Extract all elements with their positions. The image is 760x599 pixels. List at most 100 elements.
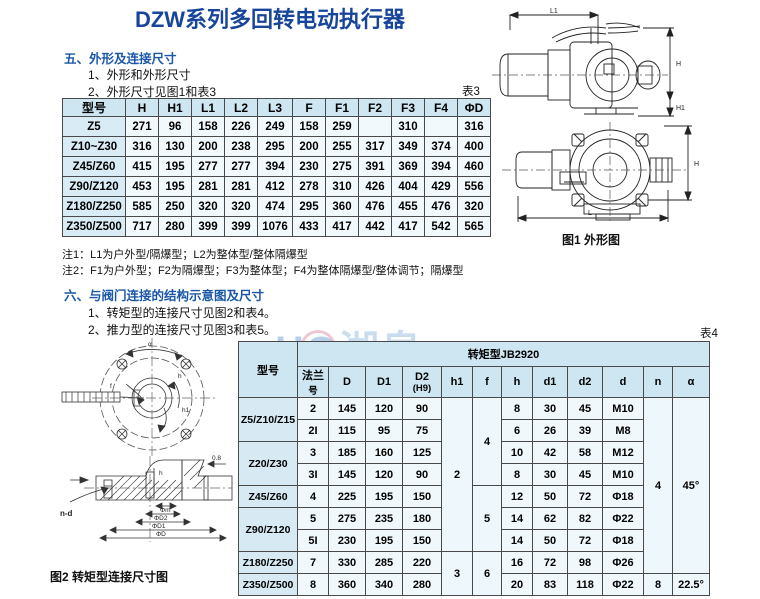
figure-1-drawing: L1 H H1 L H bbox=[488, 4, 756, 236]
table4-col-n: n bbox=[643, 366, 673, 398]
table3-cell: 433 bbox=[292, 216, 326, 237]
table3-cell: 391 bbox=[358, 156, 392, 177]
table4-cell-d1: 285 bbox=[365, 551, 403, 574]
table4-group-header-row: 型号 转矩型JB2920 bbox=[238, 341, 710, 398]
table3-row-model: Z180/Z250 bbox=[62, 196, 126, 217]
table-row: Z20/Z30 3 185 160 125 10 42 58 M12 bbox=[238, 441, 710, 486]
svg-text:H: H bbox=[676, 61, 681, 68]
table4-cell-flange: 2 bbox=[297, 397, 329, 420]
table4-cell-h: 20 bbox=[501, 573, 533, 596]
table3-cell: 281 bbox=[191, 176, 225, 197]
svg-text:h1: h1 bbox=[182, 407, 190, 414]
table4-cell-d: 225 bbox=[328, 485, 366, 508]
table4-cell-d: M10 bbox=[602, 463, 644, 486]
table3-cell: 455 bbox=[391, 196, 425, 217]
table4-col-: α bbox=[672, 366, 710, 398]
table4-cell-d1: 62 bbox=[532, 507, 568, 530]
table4-cell-d: 185 bbox=[328, 441, 366, 464]
table-row: Z45/Z60 4 225 195 150 5 12 50 72 Φ18 bbox=[238, 485, 710, 552]
table3-cell: 316 bbox=[125, 136, 159, 157]
table4-row-model: Z350/Z500 bbox=[238, 573, 298, 596]
table4-col-d1: D1 bbox=[365, 366, 403, 398]
table4-cell-d2: 58 bbox=[567, 441, 603, 464]
table3-cell: 369 bbox=[391, 156, 425, 177]
table3-cell: 474 bbox=[257, 196, 293, 217]
table4-cell-d1: 50 bbox=[532, 485, 568, 508]
table3-cell: 230 bbox=[292, 156, 326, 177]
table4-cell-flange: 3 bbox=[297, 441, 329, 464]
section-6-item-1: 1、转矩型的连接尺寸见图2和表4。 bbox=[88, 306, 277, 320]
table4-group-header: 转矩型JB2920 bbox=[297, 341, 710, 367]
table4-cell-d2: 150 bbox=[402, 529, 442, 552]
table4-cell-d2: 45 bbox=[567, 397, 603, 420]
table-row: Z350/Z500 717 280 399 399 1076 433 417 442 417 542… bbox=[62, 216, 491, 237]
table3-cell: 200 bbox=[191, 136, 225, 157]
table4-row-model: Z45/Z60 bbox=[238, 485, 298, 508]
svg-text:0.8: 0.8 bbox=[212, 455, 221, 462]
figure-2-caption: 图2 转矩型连接尺寸图 bbox=[50, 570, 169, 584]
table4-cell-d2: 82 bbox=[567, 507, 603, 530]
table3-cell: 316 bbox=[457, 116, 491, 137]
table3-cell: 565 bbox=[457, 216, 491, 237]
svg-text:ΦD: ΦD bbox=[156, 531, 166, 538]
table4-cell-alpha: 22.5° bbox=[672, 573, 710, 596]
table3-cell: 399 bbox=[224, 216, 258, 237]
table4-cell-flange: 7 bbox=[297, 551, 329, 574]
table4-cell-d2: 118 bbox=[567, 573, 603, 596]
table3-cell: 278 bbox=[292, 176, 326, 197]
svg-text:ΦD2: ΦD2 bbox=[154, 515, 168, 522]
table4-cell-d: Φ22 bbox=[602, 507, 644, 530]
table4-cell-d: 360 bbox=[328, 573, 366, 596]
table4-cell-d: 115 bbox=[328, 419, 366, 442]
table-row: Z10~Z30 316 130 200 238 295 200 255 317 349 374 400 bbox=[62, 136, 491, 157]
table4-cell-h: 6 bbox=[501, 419, 533, 442]
table3-cell: 585 bbox=[125, 196, 159, 217]
table3-cell bbox=[358, 116, 392, 137]
table4-cell-d1: 26 bbox=[532, 419, 568, 442]
table3-cell: 281 bbox=[224, 176, 258, 197]
table4-cell-d2: 180 bbox=[402, 507, 442, 530]
table4-cell-h: 14 bbox=[501, 529, 533, 552]
table-row: 2I 115 95 75 6 26 39 M8 bbox=[239, 419, 710, 442]
table3-col-f4: F4 bbox=[424, 98, 458, 117]
table-row: Z90/Z120 453 195 281 281 412 278 310 426 404 429 55… bbox=[62, 176, 491, 197]
table4-cell-n: 8 bbox=[643, 573, 673, 596]
table3-cell: 400 bbox=[457, 136, 491, 157]
table3-col-model: 型号 bbox=[62, 98, 126, 117]
table3-cell: 310 bbox=[325, 176, 359, 197]
table3-header-row: 型号 H H1 L1 L2 L3 F F1 F2 F3 F4 ΦD bbox=[62, 98, 491, 117]
table3-caption: 表3 bbox=[462, 86, 480, 98]
table4-cell-alpha: 45° bbox=[672, 397, 710, 574]
table4-caption: 表4 bbox=[700, 328, 718, 340]
table4-col-: 法兰号 bbox=[297, 366, 329, 398]
table3-cell: 295 bbox=[292, 196, 326, 217]
table4-cell-h1: 3 bbox=[441, 551, 473, 596]
table4-col-h1: h1 bbox=[441, 366, 473, 398]
table4-cell-d: 230 bbox=[328, 529, 366, 552]
table3-cell: 195 bbox=[158, 156, 192, 177]
table4-cell-d1: 72 bbox=[532, 551, 568, 574]
table3-cell: 460 bbox=[457, 156, 491, 177]
table4-cell-d2: 75 bbox=[402, 419, 442, 442]
table4-cell-flange: 8 bbox=[297, 573, 329, 596]
table-row: Z5 271 96 158 226 249 158 259 310 316 bbox=[62, 116, 491, 137]
table3-col-h: H bbox=[125, 98, 159, 117]
table3-cell: 417 bbox=[325, 216, 359, 237]
table4-cell-d1: 195 bbox=[365, 529, 403, 552]
section-heading-5: 五、外形及连接尺寸 bbox=[64, 52, 177, 66]
table3-cell: 476 bbox=[358, 196, 392, 217]
table4-cell-f: 6 bbox=[472, 551, 502, 596]
table3-cell: 255 bbox=[325, 136, 359, 157]
table4-cell-d: M12 bbox=[602, 441, 644, 464]
svg-text:L: L bbox=[588, 210, 592, 217]
section-6-item-2: 2、推力型的连接尺寸见图3和表5。 bbox=[88, 323, 277, 337]
table4-row-model: Z180/Z250 bbox=[238, 551, 298, 574]
table4-cell-d2: 280 bbox=[402, 573, 442, 596]
svg-text:H: H bbox=[694, 161, 699, 168]
table4-cell-d: Φ18 bbox=[602, 529, 644, 552]
table3-col-l1: L1 bbox=[191, 98, 225, 117]
table4-cell-d2: 150 bbox=[402, 485, 442, 508]
table4-cell-d: 275 bbox=[328, 507, 366, 530]
table-row: Z180/Z250 7 330 285 220 3 6 16 72 98 Φ26 bbox=[238, 551, 710, 596]
table3-row-model: Z45/Z60 bbox=[62, 156, 126, 177]
